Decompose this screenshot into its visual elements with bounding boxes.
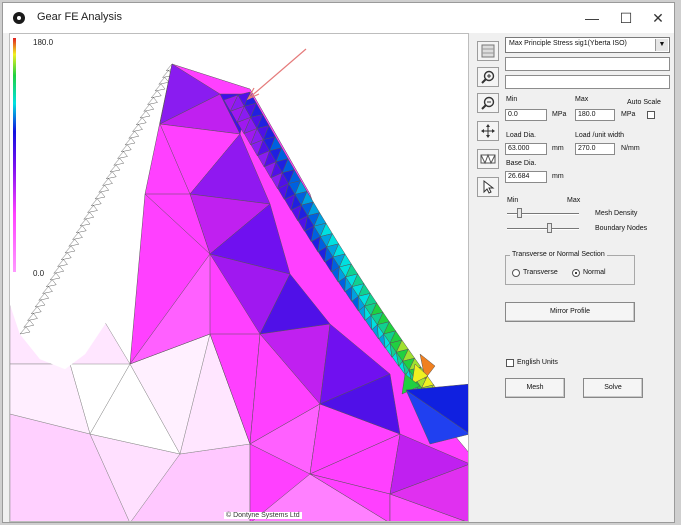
load-width-label: Load /unit width bbox=[575, 132, 625, 139]
auto-scale-checkbox[interactable] bbox=[647, 111, 655, 119]
boundary-nodes-slider[interactable] bbox=[507, 223, 579, 233]
load-dia-label: Load Dia. bbox=[506, 132, 536, 139]
fe-mesh-canvas[interactable]: 180.0 0.0 © Dontyne Systems Ltd bbox=[9, 33, 469, 522]
transverse-radio[interactable] bbox=[512, 269, 520, 277]
slider-min-label: Min bbox=[507, 197, 519, 204]
solve-button[interactable]: Solve bbox=[583, 378, 643, 398]
pointer-icon bbox=[483, 179, 495, 194]
zoom-in-icon bbox=[481, 70, 495, 84]
base-dia-unit: mm bbox=[552, 173, 564, 180]
grid-tool-button[interactable] bbox=[477, 41, 499, 61]
title-bar: Gear FE Analysis — ☐ ✕ bbox=[3, 3, 674, 33]
info-field-1 bbox=[505, 57, 670, 71]
mesh-density-slider[interactable] bbox=[507, 208, 579, 218]
app-icon bbox=[13, 12, 25, 24]
english-units-label: English Units bbox=[517, 359, 558, 366]
zoom-out-button[interactable] bbox=[477, 93, 499, 113]
normal-label: Normal bbox=[583, 269, 606, 276]
window-title: Gear FE Analysis bbox=[37, 11, 122, 23]
stress-contour-plot bbox=[10, 38, 468, 521]
normal-radio[interactable] bbox=[572, 269, 580, 277]
load-width-input[interactable]: 270.0 bbox=[575, 143, 615, 155]
color-scale-bar bbox=[13, 38, 16, 272]
scale-max-label: 180.0 bbox=[33, 38, 54, 47]
result-type-select[interactable]: Max Principle Stress sig1(Yberta ISO) ▼ bbox=[505, 37, 670, 53]
section-groupbox: Transverse or Normal Section Transverse … bbox=[505, 251, 635, 285]
max-input[interactable]: 180.0 bbox=[575, 109, 615, 121]
copyright-text: © Dontyne Systems Ltd bbox=[224, 512, 302, 519]
transverse-label: Transverse bbox=[523, 269, 558, 276]
pointer-arrow bbox=[247, 48, 307, 100]
auto-scale-label: Auto Scale bbox=[627, 99, 661, 106]
mesh-icon bbox=[480, 153, 496, 165]
mesh-density-label: Mesh Density bbox=[595, 210, 638, 217]
load-width-unit: N/mm bbox=[621, 145, 640, 152]
base-dia-input[interactable]: 26.684 bbox=[505, 171, 547, 183]
mesh-button[interactable]: Mesh bbox=[505, 378, 565, 398]
zoom-in-button[interactable] bbox=[477, 67, 499, 87]
pan-icon bbox=[481, 124, 495, 138]
minimize-button[interactable]: — bbox=[585, 10, 599, 26]
select-button[interactable] bbox=[477, 177, 499, 197]
settings-panel: Max Principle Stress sig1(Yberta ISO) ▼ … bbox=[503, 35, 673, 415]
load-dia-input[interactable]: 63.000 bbox=[505, 143, 547, 155]
max-unit: MPa bbox=[621, 111, 636, 118]
close-button[interactable]: ✕ bbox=[652, 10, 664, 26]
boundary-nodes-label: Boundary Nodes bbox=[595, 225, 648, 232]
result-type-value: Max Principle Stress sig1(Yberta ISO) bbox=[509, 40, 627, 47]
pan-button[interactable] bbox=[477, 121, 499, 141]
info-field-2 bbox=[505, 75, 670, 89]
mirror-profile-button[interactable]: Mirror Profile bbox=[505, 302, 635, 322]
load-dia-unit: mm bbox=[552, 145, 564, 152]
chevron-down-icon[interactable]: ▼ bbox=[655, 39, 668, 51]
min-unit: MPa bbox=[552, 111, 567, 118]
grid-icon bbox=[481, 44, 495, 58]
slider-thumb[interactable] bbox=[517, 208, 523, 218]
maximize-button[interactable]: ☐ bbox=[619, 10, 633, 26]
zoom-out-icon bbox=[481, 96, 495, 110]
base-dia-label: Base Dia. bbox=[506, 160, 537, 167]
scale-min-label: 0.0 bbox=[33, 269, 45, 278]
min-label: Min bbox=[506, 96, 518, 103]
max-label: Max bbox=[575, 96, 589, 103]
mesh-view-button[interactable] bbox=[477, 149, 499, 169]
slider-max-label: Max bbox=[567, 197, 581, 204]
english-units-checkbox[interactable] bbox=[506, 359, 514, 367]
min-input[interactable]: 0.0 bbox=[505, 109, 547, 121]
section-group-title: Transverse or Normal Section bbox=[510, 251, 607, 258]
slider-thumb[interactable] bbox=[547, 223, 553, 233]
